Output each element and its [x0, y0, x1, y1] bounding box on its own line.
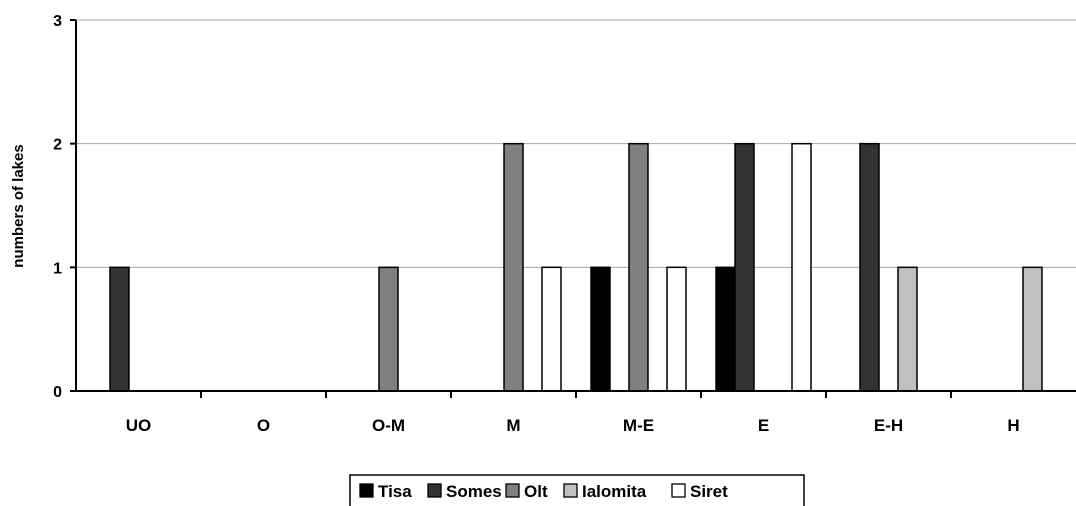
bar-somes-e-h — [859, 142, 880, 392]
legend-swatch-tisa — [359, 483, 374, 498]
legend: Tisa Somes Olt Ialomita Siret — [349, 474, 805, 506]
bar-tisa-m-e — [590, 266, 611, 392]
legend-label-ialomita: Ialomita — [582, 482, 647, 501]
y-tick-label: 2 — [53, 137, 62, 154]
bar-tisa-e — [715, 266, 736, 392]
x-tick-label: M-E — [623, 416, 654, 435]
bar-ialomita-h — [1022, 266, 1043, 392]
bar-siret-m — [541, 266, 562, 392]
x-tick-label: E-H — [874, 416, 903, 435]
x-tick-label: O — [257, 416, 270, 435]
y-axis-label: numbers of lakes — [10, 144, 27, 267]
y-tick-label: 1 — [53, 260, 62, 277]
x-tick-labels: UO O O-M M M-E E E-H H — [126, 416, 1020, 435]
x-tick-label: O-M — [372, 416, 405, 435]
gridlines — [76, 19, 1076, 268]
legend-swatch-olt — [505, 483, 520, 498]
legend-swatch-ialomita — [563, 483, 578, 498]
bar-olt-m — [503, 142, 524, 392]
bars — [109, 142, 1043, 392]
bar-siret-e — [791, 142, 812, 392]
bar-siret-m-e — [666, 266, 687, 392]
legend-label-siret: Siret — [690, 482, 728, 501]
y-tick-label: 3 — [53, 13, 62, 30]
legend-label-tisa: Tisa — [378, 482, 412, 501]
x-tick-label: UO — [126, 416, 152, 435]
x-tick-label: H — [1007, 416, 1019, 435]
legend-label-somes: Somes — [446, 482, 502, 501]
axes — [70, 19, 1076, 398]
legend-swatch-siret — [671, 483, 686, 498]
bar-somes-uo — [109, 266, 130, 392]
y-tick-labels: 0 1 2 3 — [53, 13, 62, 401]
y-tick-label: 0 — [53, 384, 62, 401]
x-tick-label: E — [758, 416, 769, 435]
legend-swatch-somes — [427, 483, 442, 498]
bar-olt-m-e — [628, 142, 649, 392]
bar-olt-o-m — [378, 266, 399, 392]
bar-somes-e — [734, 142, 755, 392]
legend-label-olt: Olt — [524, 482, 548, 501]
bar-ialomita-e-h — [897, 266, 918, 392]
x-tick-label: M — [506, 416, 520, 435]
